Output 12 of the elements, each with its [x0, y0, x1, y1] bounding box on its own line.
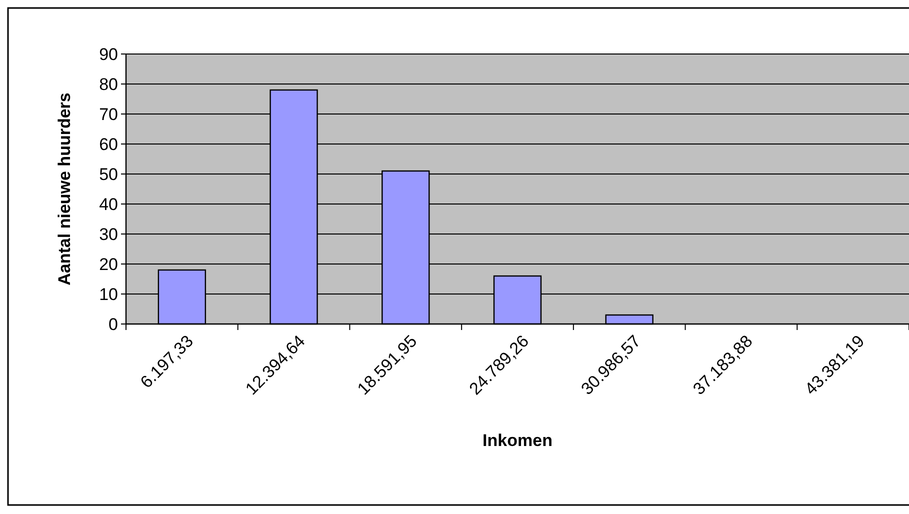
y-tick-label: 30 — [99, 224, 118, 244]
y-tick-label: 40 — [99, 194, 118, 214]
y-tick-label: 10 — [99, 284, 118, 304]
y-tick-label: 80 — [99, 74, 118, 94]
y-tick-label: 20 — [99, 254, 118, 274]
x-axis-title: Inkomen — [482, 431, 552, 450]
y-axis-title: Aantal nieuwe huurders — [55, 92, 74, 286]
y-tick-label: 70 — [99, 104, 118, 124]
y-tick-label: 60 — [99, 134, 118, 154]
y-tick-label: 50 — [99, 164, 118, 184]
y-tick-label: 90 — [99, 44, 118, 64]
y-tick-label: 0 — [108, 314, 118, 334]
